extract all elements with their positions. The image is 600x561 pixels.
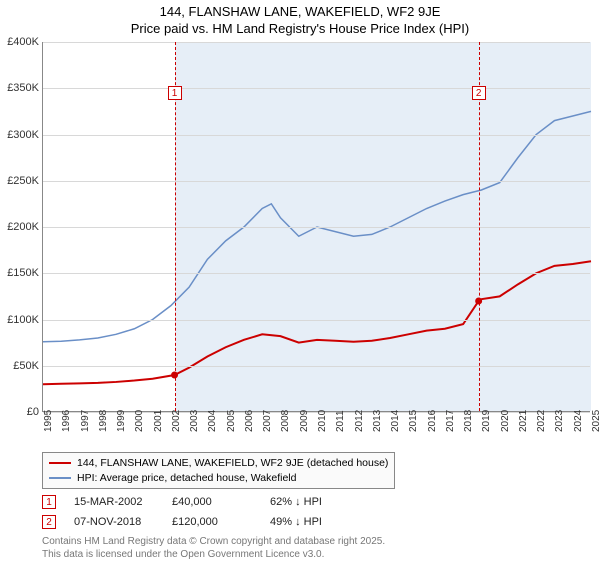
x-tick-label: 2025 xyxy=(591,410,600,432)
legend-label-2: HPI: Average price, detached house, Wake… xyxy=(77,471,296,486)
y-tick-label: £100K xyxy=(1,314,39,326)
sale-marker-2: 2 xyxy=(42,515,56,529)
x-tick-label: 2022 xyxy=(536,410,547,432)
sale-delta-1: 62% ↓ HPI xyxy=(270,496,350,508)
chart-marker: 2 xyxy=(472,86,486,100)
x-tick-label: 2016 xyxy=(427,410,438,432)
x-tick-label: 2007 xyxy=(262,410,273,432)
y-tick-label: £400K xyxy=(1,36,39,48)
legend-swatch-1 xyxy=(49,462,71,464)
attribution: Contains HM Land Registry data © Crown c… xyxy=(42,535,590,561)
legend-row-2: HPI: Average price, detached house, Wake… xyxy=(49,471,388,486)
x-tick-label: 1998 xyxy=(98,410,109,432)
x-tick-label: 2014 xyxy=(390,410,401,432)
x-tick-label: 2009 xyxy=(299,410,310,432)
chart-area: £0£50K£100K£150K£200K£250K£300K£350K£400… xyxy=(42,42,590,412)
attribution-line-1: Contains HM Land Registry data © Crown c… xyxy=(42,535,590,548)
x-tick-label: 2004 xyxy=(207,410,218,432)
legend-box: 144, FLANSHAW LANE, WAKEFIELD, WF2 9JE (… xyxy=(42,452,395,489)
x-tick-label: 2005 xyxy=(226,410,237,432)
x-tick-label: 1999 xyxy=(116,410,127,432)
x-tick-label: 2011 xyxy=(335,410,346,432)
sale-row-2: 2 07-NOV-2018 £120,000 49% ↓ HPI xyxy=(42,515,590,529)
x-tick-label: 2018 xyxy=(463,410,474,432)
sale-price-1: £40,000 xyxy=(172,496,252,508)
x-tick-label: 2023 xyxy=(554,410,565,432)
x-tick-label: 2001 xyxy=(153,410,164,432)
x-tick-label: 2021 xyxy=(518,410,529,432)
y-tick-label: £0 xyxy=(1,406,39,418)
y-tick-label: £200K xyxy=(1,221,39,233)
x-tick-label: 2024 xyxy=(573,410,584,432)
title-line-2: Price paid vs. HM Land Registry's House … xyxy=(0,21,600,38)
y-tick-label: £150K xyxy=(1,267,39,279)
sale-marker-1: 1 xyxy=(42,495,56,509)
x-tick-label: 2000 xyxy=(134,410,145,432)
x-tick-label: 2010 xyxy=(317,410,328,432)
x-tick-label: 2020 xyxy=(500,410,511,432)
y-tick-label: £350K xyxy=(1,82,39,94)
chart-marker: 1 xyxy=(168,86,182,100)
title-block: 144, FLANSHAW LANE, WAKEFIELD, WF2 9JE P… xyxy=(0,0,600,38)
x-tick-label: 2015 xyxy=(408,410,419,432)
x-tick-label: 2017 xyxy=(445,410,456,432)
y-tick-label: £300K xyxy=(1,129,39,141)
sale-price-2: £120,000 xyxy=(172,516,252,528)
legend-and-footer: 144, FLANSHAW LANE, WAKEFIELD, WF2 9JE (… xyxy=(42,452,590,561)
legend-label-1: 144, FLANSHAW LANE, WAKEFIELD, WF2 9JE (… xyxy=(77,456,388,471)
x-tick-label: 2013 xyxy=(372,410,383,432)
x-tick-label: 1997 xyxy=(80,410,91,432)
chart-container: 144, FLANSHAW LANE, WAKEFIELD, WF2 9JE P… xyxy=(0,0,600,560)
title-line-1: 144, FLANSHAW LANE, WAKEFIELD, WF2 9JE xyxy=(0,4,600,21)
x-tick-label: 2003 xyxy=(189,410,200,432)
legend-swatch-2 xyxy=(49,477,71,479)
y-tick-label: £50K xyxy=(1,360,39,372)
sale-date-1: 15-MAR-2002 xyxy=(74,496,154,508)
x-tick-label: 1995 xyxy=(43,410,54,432)
sale-row-1: 1 15-MAR-2002 £40,000 62% ↓ HPI xyxy=(42,495,590,509)
attribution-line-2: This data is licensed under the Open Gov… xyxy=(42,548,590,561)
sale-date-2: 07-NOV-2018 xyxy=(74,516,154,528)
x-tick-label: 2002 xyxy=(171,410,182,432)
x-tick-label: 2006 xyxy=(244,410,255,432)
y-tick-label: £250K xyxy=(1,175,39,187)
x-tick-label: 2019 xyxy=(481,410,492,432)
legend-row-1: 144, FLANSHAW LANE, WAKEFIELD, WF2 9JE (… xyxy=(49,456,388,471)
x-tick-label: 1996 xyxy=(61,410,72,432)
sale-delta-2: 49% ↓ HPI xyxy=(270,516,350,528)
x-tick-label: 2012 xyxy=(354,410,365,432)
x-tick-label: 2008 xyxy=(280,410,291,432)
